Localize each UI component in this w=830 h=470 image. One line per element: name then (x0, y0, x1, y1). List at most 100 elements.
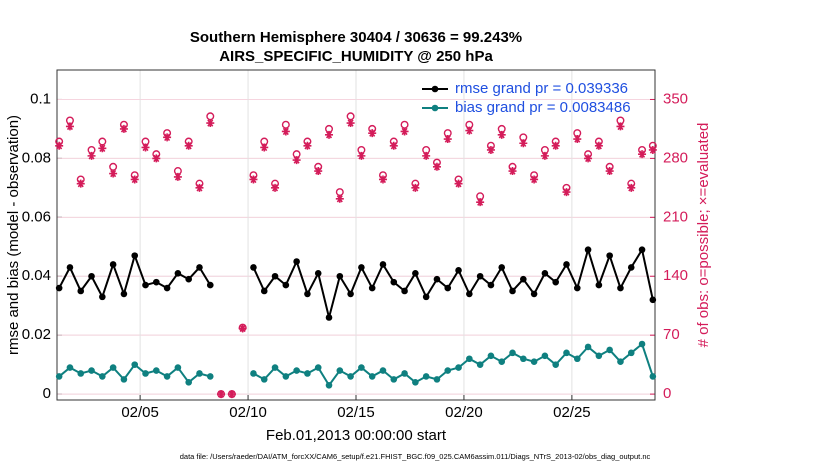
point (325, 381, 333, 389)
point (520, 355, 527, 363)
point (595, 281, 603, 289)
point (649, 296, 657, 304)
point (486, 145, 495, 154)
point (584, 154, 593, 163)
point (476, 198, 485, 207)
point (141, 143, 150, 152)
point (422, 373, 430, 380)
point (627, 264, 635, 271)
point (281, 120, 290, 129)
point (562, 188, 571, 197)
point (638, 340, 646, 348)
point (195, 183, 204, 192)
point (77, 287, 85, 295)
point (497, 130, 506, 139)
point (627, 183, 636, 192)
point (455, 364, 462, 371)
x-tick-label: 02/25 (553, 404, 591, 421)
point (98, 137, 107, 146)
point (131, 361, 139, 368)
point (563, 349, 570, 357)
point (616, 122, 625, 131)
point (55, 141, 64, 150)
point (552, 361, 559, 368)
point (282, 373, 290, 380)
point (335, 194, 344, 203)
point (65, 122, 74, 131)
point (282, 281, 290, 289)
point (509, 287, 516, 295)
point (163, 284, 171, 292)
point (87, 151, 96, 160)
point (358, 364, 365, 371)
point (422, 151, 431, 160)
point (109, 261, 117, 268)
point (573, 135, 582, 144)
point (400, 127, 409, 136)
point (217, 390, 226, 399)
point (487, 352, 495, 360)
point (66, 264, 74, 271)
point (389, 141, 398, 150)
point (185, 379, 192, 386)
point (174, 270, 182, 277)
point (109, 169, 118, 178)
y2-axis-label: # of obs: o=possible; ×=evaluated (695, 123, 712, 348)
point (346, 112, 355, 121)
point (66, 364, 74, 371)
y-axis-label: rmse and bias (model - observation) (5, 115, 22, 355)
x-tick-label: 02/05 (121, 404, 159, 421)
point (88, 272, 95, 280)
point (314, 167, 323, 176)
point (627, 349, 635, 357)
point (163, 373, 171, 380)
point (99, 373, 106, 380)
point (595, 352, 603, 360)
point (260, 143, 269, 152)
point (142, 370, 149, 377)
point (271, 272, 279, 280)
point (530, 358, 538, 365)
point (551, 141, 560, 150)
point (347, 290, 354, 298)
point (617, 358, 624, 365)
point (293, 258, 300, 265)
point (325, 130, 334, 139)
point (638, 150, 647, 159)
y2-tick-label: 280 (663, 149, 688, 166)
point (293, 367, 300, 374)
point (314, 364, 322, 371)
point (530, 175, 539, 184)
y-tick-label: 0.02 (22, 326, 51, 343)
point (520, 275, 527, 283)
point (563, 261, 570, 268)
point (76, 179, 85, 188)
point (346, 119, 355, 128)
point (541, 270, 549, 277)
legend-label: rmse grand pr = 0.039336 (455, 80, 628, 97)
point (304, 290, 311, 298)
point (55, 284, 63, 292)
point (433, 376, 441, 383)
point (379, 261, 387, 268)
point (153, 367, 160, 374)
point (552, 278, 559, 286)
point (476, 272, 484, 280)
x-tick-label: 02/10 (229, 404, 267, 421)
chart-title: Southern Hemisphere 30404 / 30636 = 99.2… (190, 29, 522, 46)
point (466, 290, 473, 298)
point (487, 281, 495, 289)
legend-marker (431, 85, 439, 93)
point (422, 293, 430, 301)
point (390, 376, 398, 383)
point (206, 119, 215, 128)
y-tick-label: 0 (43, 385, 51, 402)
point (206, 281, 214, 289)
point (119, 124, 128, 133)
point (152, 154, 161, 163)
point (379, 367, 387, 374)
y-tick-label: 0.1 (30, 90, 51, 107)
point (530, 290, 538, 298)
point (335, 188, 344, 197)
x-axis-label: Feb.01,2013 00:00:00 start (266, 427, 447, 444)
